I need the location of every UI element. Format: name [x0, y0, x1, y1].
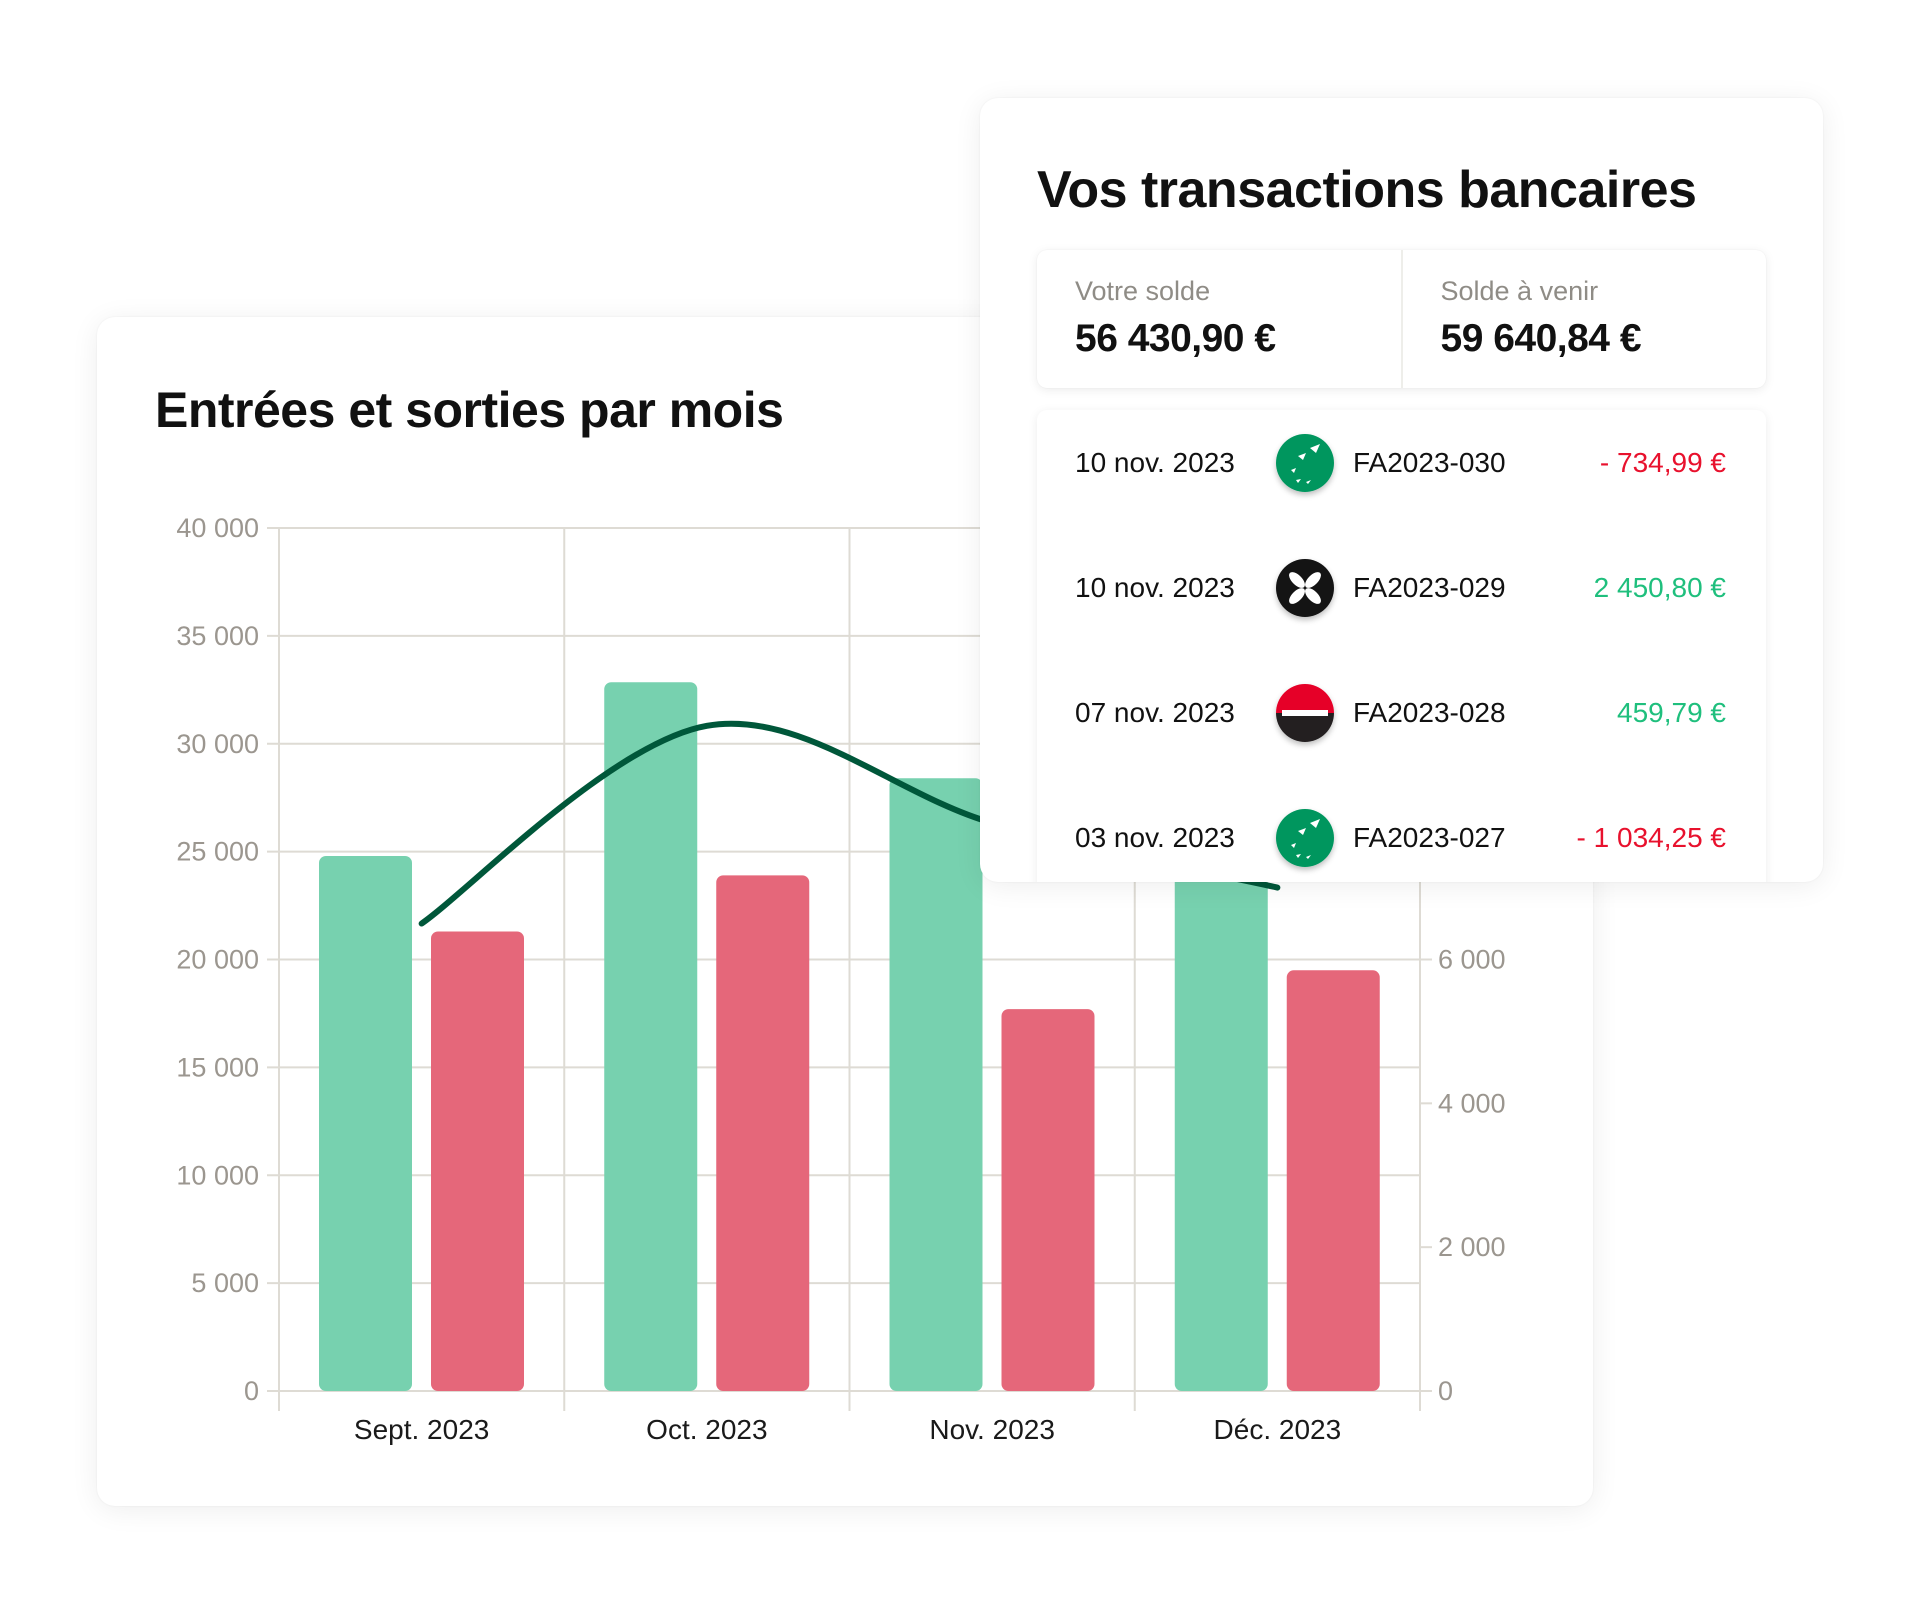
- y-right-tick-label: 0: [1438, 1376, 1453, 1406]
- transaction-date: 10 nov. 2023: [1075, 447, 1235, 478]
- y-left-tick-label: 40 000: [176, 513, 259, 543]
- y-left-tick-label: 0: [244, 1376, 259, 1406]
- chart-title: Entrées et sorties par mois: [155, 382, 784, 438]
- y-right-tick-label: 4 000: [1438, 1088, 1506, 1118]
- y-left-tick-label: 35 000: [176, 621, 259, 651]
- transaction-row[interactable]: 03 nov. 2023 FA2023-027 - 1 034,25 €: [1037, 803, 1766, 873]
- transaction-date: 03 nov. 2023: [1075, 822, 1235, 853]
- income-bar: [604, 682, 698, 1391]
- upcoming-balance-value: 59 640,84 €: [1440, 317, 1642, 360]
- bnp-stars-icon: [1276, 434, 1334, 492]
- income-bar: [889, 778, 983, 1391]
- transaction-list[interactable]: 10 nov. 2023 FA2023-030 - 734,99 € 10 no…: [1037, 410, 1766, 882]
- income-bar: [1174, 830, 1268, 1391]
- transaction-amount: 459,79 €: [1617, 697, 1726, 728]
- y-left-tick-label: 15 000: [176, 1052, 259, 1082]
- bnp-stars-icon: [1276, 809, 1334, 867]
- current-balance-label: Votre solde: [1075, 276, 1211, 306]
- y-left-tick-label: 10 000: [176, 1160, 259, 1190]
- upcoming-balance-label: Solde à venir: [1440, 276, 1599, 306]
- y-right-tick-label: 2 000: [1438, 1232, 1506, 1262]
- transaction-amount: 2 450,80 €: [1593, 572, 1726, 603]
- y-left-tick-label: 20 000: [176, 945, 259, 975]
- x-tick-label: Oct. 2023: [646, 1414, 767, 1445]
- transaction-reference: FA2023-030: [1353, 447, 1506, 478]
- societe-generale-icon: [1276, 684, 1334, 742]
- transaction-date: 10 nov. 2023: [1075, 572, 1235, 603]
- transaction-amount: - 1 034,25 €: [1576, 822, 1726, 853]
- transaction-reference: FA2023-028: [1353, 697, 1506, 728]
- x-tick-label: Sept. 2023: [354, 1414, 489, 1445]
- x-tick-label: Déc. 2023: [1214, 1414, 1342, 1445]
- current-balance: Votre solde 56 430,90 €: [1037, 250, 1401, 388]
- qonto-flower-icon: [1276, 559, 1334, 617]
- expense-bar: [431, 931, 524, 1391]
- y-left-tick-label: 30 000: [176, 729, 259, 759]
- transaction-row[interactable]: 10 nov. 2023 FA2023-029 2 450,80 €: [1037, 553, 1766, 623]
- current-balance-value: 56 430,90 €: [1075, 317, 1276, 360]
- expense-bar: [1286, 970, 1380, 1391]
- transaction-reference: FA2023-029: [1353, 572, 1506, 603]
- transactions-title: Vos transactions bancaires: [1037, 161, 1697, 219]
- x-tick-label: Nov. 2023: [929, 1414, 1055, 1445]
- transaction-row[interactable]: 07 nov. 2023 FA2023-028 459,79 €: [1037, 678, 1766, 748]
- transaction-reference: FA2023-027: [1353, 822, 1506, 853]
- expense-bar: [716, 875, 810, 1391]
- transaction-date: 07 nov. 2023: [1075, 697, 1235, 728]
- transactions-card: Vos transactions bancaires Votre solde 5…: [980, 98, 1823, 882]
- balance-summary: Votre solde 56 430,90 € Solde à venir 59…: [1037, 250, 1766, 388]
- y-right-tick-label: 6 000: [1438, 945, 1506, 975]
- transaction-row[interactable]: 10 nov. 2023 FA2023-030 - 734,99 €: [1037, 428, 1766, 498]
- y-left-tick-label: 5 000: [191, 1268, 259, 1298]
- income-bar: [319, 855, 412, 1391]
- upcoming-balance: Solde à venir 59 640,84 €: [1400, 250, 1767, 388]
- transaction-amount: - 734,99 €: [1599, 447, 1726, 478]
- expense-bar: [1001, 1009, 1095, 1391]
- y-left-tick-label: 25 000: [176, 837, 259, 867]
